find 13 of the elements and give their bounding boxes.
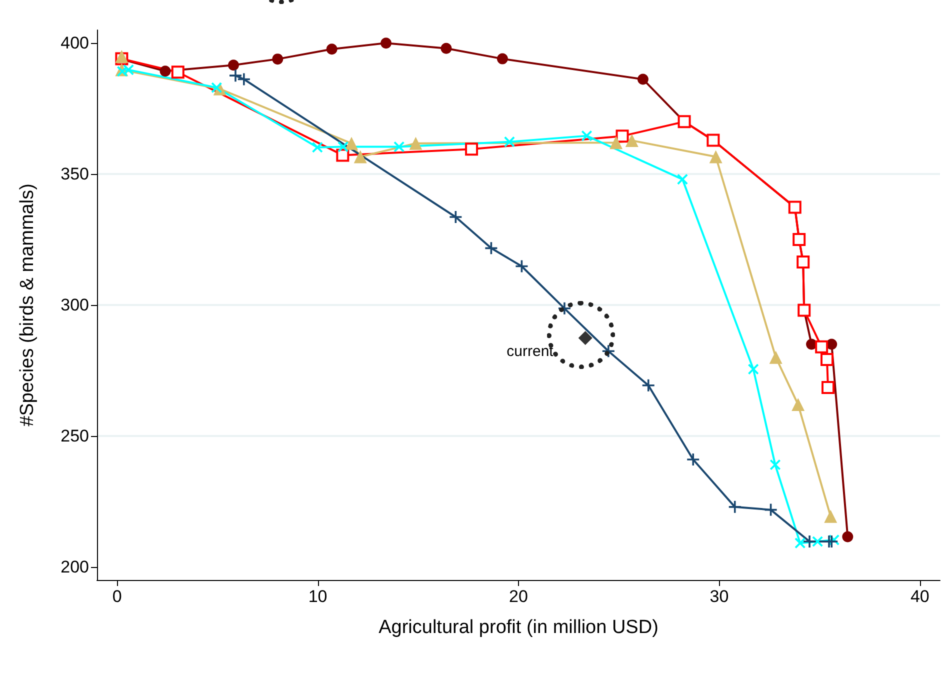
y-tick-label: 400	[60, 34, 89, 53]
y-tick-label: 250	[60, 426, 89, 446]
y-tick-label: 350	[60, 164, 89, 184]
x-tick-label: 40	[910, 587, 930, 606]
y-tick-label: 200	[60, 557, 89, 576]
x-tick-label: 30	[710, 587, 729, 606]
x-axis-title: Agricultural profit (in million USD)	[378, 617, 658, 638]
annotation: current	[506, 343, 554, 360]
x-tick-label: 10	[308, 587, 328, 606]
x-tick-label: 20	[509, 587, 528, 606]
y-tick-label: 300	[60, 296, 89, 314]
y-axis-title: #Species (birds & mammals)	[17, 184, 38, 426]
x-tick-label: 0	[112, 587, 122, 606]
